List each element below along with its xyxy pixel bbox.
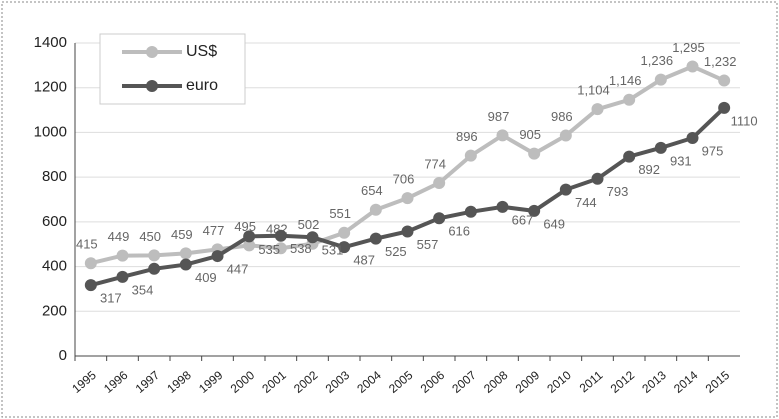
point xyxy=(654,141,667,154)
value-label: 649 xyxy=(543,216,565,231)
y-tick-label: 0 xyxy=(59,347,67,364)
y-tick-label: 600 xyxy=(42,213,67,230)
point xyxy=(116,249,129,262)
point xyxy=(401,192,414,205)
value-label: 531 xyxy=(322,243,344,258)
point xyxy=(148,262,161,275)
value-label: 1,236 xyxy=(641,53,674,68)
value-label: 459 xyxy=(171,227,193,242)
value-label: 450 xyxy=(139,229,161,244)
legend-marker xyxy=(146,46,158,58)
point xyxy=(243,239,256,252)
point xyxy=(84,279,97,292)
value-label: 409 xyxy=(195,270,217,285)
value-label: 317 xyxy=(100,291,122,306)
point xyxy=(528,204,541,217)
point xyxy=(274,229,287,242)
point xyxy=(243,230,256,243)
value-label: 502 xyxy=(298,217,320,232)
legend-marker xyxy=(146,80,158,92)
point xyxy=(401,225,414,238)
value-label: 477 xyxy=(203,223,225,238)
value-label: 525 xyxy=(385,244,407,259)
value-label: 986 xyxy=(551,109,573,124)
value-label: 1110 xyxy=(731,113,758,128)
y-tick-label: 400 xyxy=(42,258,67,275)
legend-box xyxy=(99,33,246,105)
value-label: 1,146 xyxy=(609,73,642,88)
point xyxy=(623,93,636,106)
point xyxy=(179,258,192,271)
value-label: 774 xyxy=(424,156,446,171)
y-tick-label: 1000 xyxy=(34,123,67,140)
value-label: 354 xyxy=(132,282,154,297)
value-label: 654 xyxy=(361,183,383,198)
point xyxy=(433,212,446,225)
legend-label: US$ xyxy=(186,43,217,60)
value-label: 744 xyxy=(575,195,597,210)
point xyxy=(718,74,731,87)
point xyxy=(623,150,636,163)
value-label: 706 xyxy=(393,172,415,187)
point xyxy=(306,231,319,244)
value-label: 905 xyxy=(519,127,541,142)
value-label: 449 xyxy=(108,229,130,244)
value-label: 892 xyxy=(638,162,660,177)
point xyxy=(528,147,541,160)
value-label: 1,104 xyxy=(577,83,610,98)
value-label: 551 xyxy=(329,206,351,221)
point xyxy=(274,242,287,255)
point xyxy=(559,183,572,196)
y-tick-label: 800 xyxy=(42,168,67,185)
point xyxy=(338,226,351,239)
point xyxy=(179,247,192,260)
value-label: 557 xyxy=(417,237,439,252)
value-label: 538 xyxy=(290,241,312,256)
point xyxy=(686,132,699,145)
value-label: 535 xyxy=(258,242,280,257)
y-tick-label: 200 xyxy=(42,302,67,319)
value-label: 447 xyxy=(227,262,249,277)
point xyxy=(84,257,97,270)
value-label: 415 xyxy=(76,237,98,252)
value-label: 987 xyxy=(488,109,510,124)
value-label: 616 xyxy=(448,224,470,239)
value-label: 487 xyxy=(353,253,375,268)
point xyxy=(369,232,382,245)
point xyxy=(433,176,446,189)
value-label: 793 xyxy=(607,184,629,199)
value-label: 896 xyxy=(456,129,478,144)
point xyxy=(464,205,477,218)
value-label: 1,295 xyxy=(672,40,705,55)
point xyxy=(591,103,604,116)
value-label: 495 xyxy=(234,219,256,234)
point xyxy=(464,149,477,162)
point xyxy=(686,60,699,73)
point xyxy=(369,203,382,216)
y-tick-label: 1400 xyxy=(34,34,67,51)
point xyxy=(211,250,224,263)
point xyxy=(718,101,731,114)
point xyxy=(116,270,129,283)
value-label: 931 xyxy=(670,153,692,168)
value-label: 1,232 xyxy=(704,54,737,69)
point xyxy=(654,73,667,86)
value-label: 667 xyxy=(512,212,534,227)
point xyxy=(496,129,509,142)
point xyxy=(496,200,509,213)
point xyxy=(148,249,161,262)
value-label: 975 xyxy=(702,143,724,158)
point xyxy=(591,172,604,185)
point xyxy=(338,241,351,254)
point xyxy=(559,129,572,142)
y-tick-label: 1200 xyxy=(34,79,67,96)
legend-label: euro xyxy=(186,77,218,94)
